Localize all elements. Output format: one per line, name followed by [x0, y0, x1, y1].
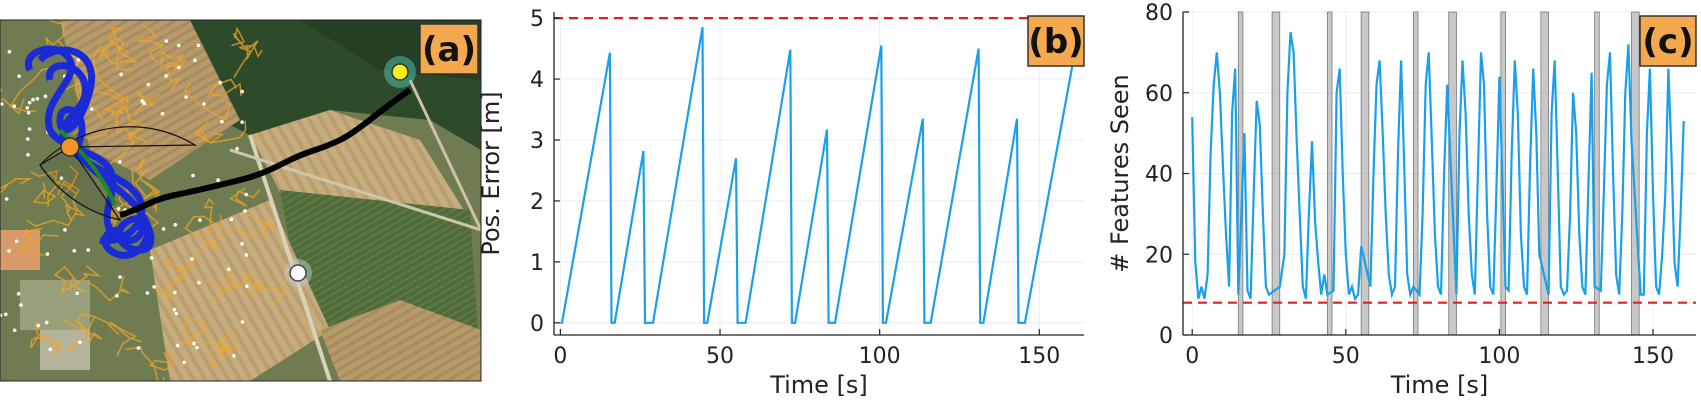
y-tick-label: 2	[530, 190, 544, 215]
x-axis-label-c: Time [s]	[1390, 371, 1489, 399]
road	[248, 134, 332, 381]
y-tick-label: 3	[530, 129, 544, 154]
svg-text:(a): (a)	[422, 30, 476, 70]
start-marker-icon	[60, 137, 80, 157]
y-tick-label: 0	[1159, 324, 1173, 349]
goal-marker-icon	[391, 63, 409, 81]
x-axis-label-b: Time [s]	[769, 371, 868, 399]
x-tick-label: 100	[1478, 344, 1520, 369]
waypoint-marker-icon	[289, 264, 307, 282]
map-panel	[0, 20, 481, 381]
x-tick-label: 100	[859, 344, 901, 369]
y-tick-label: 4	[530, 68, 544, 93]
y-tick-label: 20	[1145, 243, 1173, 268]
sensor-fov	[39, 146, 122, 221]
x-tick-label: 0	[553, 344, 567, 369]
badge-a: (a)	[419, 23, 479, 75]
y-tick-label: 60	[1145, 82, 1173, 107]
x-tick-label: 150	[1632, 344, 1674, 369]
features-seen-series	[1191, 32, 1685, 302]
svg-text:(c): (c)	[1642, 22, 1693, 62]
green-path	[58, 128, 117, 206]
x-tick-label: 0	[1185, 344, 1199, 369]
svg-text:(b): (b)	[1028, 22, 1083, 62]
y-axis-label-b: Pos. Error [m]	[477, 91, 505, 255]
y-tick-label: 0	[530, 312, 544, 337]
x-tick-label: 150	[1018, 344, 1060, 369]
y-tick-label: 1	[530, 251, 544, 276]
features-seen-chart: 0 50 100 150 0 20 40 60 80 Time [s] # Features S…	[1106, 1, 1697, 399]
black-path	[119, 87, 412, 218]
x-tick-label: 50	[706, 344, 734, 369]
badge-c: (c)	[1639, 15, 1697, 67]
shaded-interval	[1326, 11, 1333, 336]
sampled-trajectories	[0, 20, 286, 381]
x-tick-label: 50	[1332, 344, 1360, 369]
badge-b: (b)	[1027, 15, 1085, 67]
y-tick-label: 40	[1145, 163, 1173, 188]
shaded-interval	[1360, 11, 1370, 336]
y-axis-label-c: # Features Seen	[1106, 74, 1134, 273]
pos-error-series	[560, 27, 1076, 324]
y-tick-label: 80	[1145, 1, 1173, 26]
y-tick-label: 5	[530, 7, 544, 32]
